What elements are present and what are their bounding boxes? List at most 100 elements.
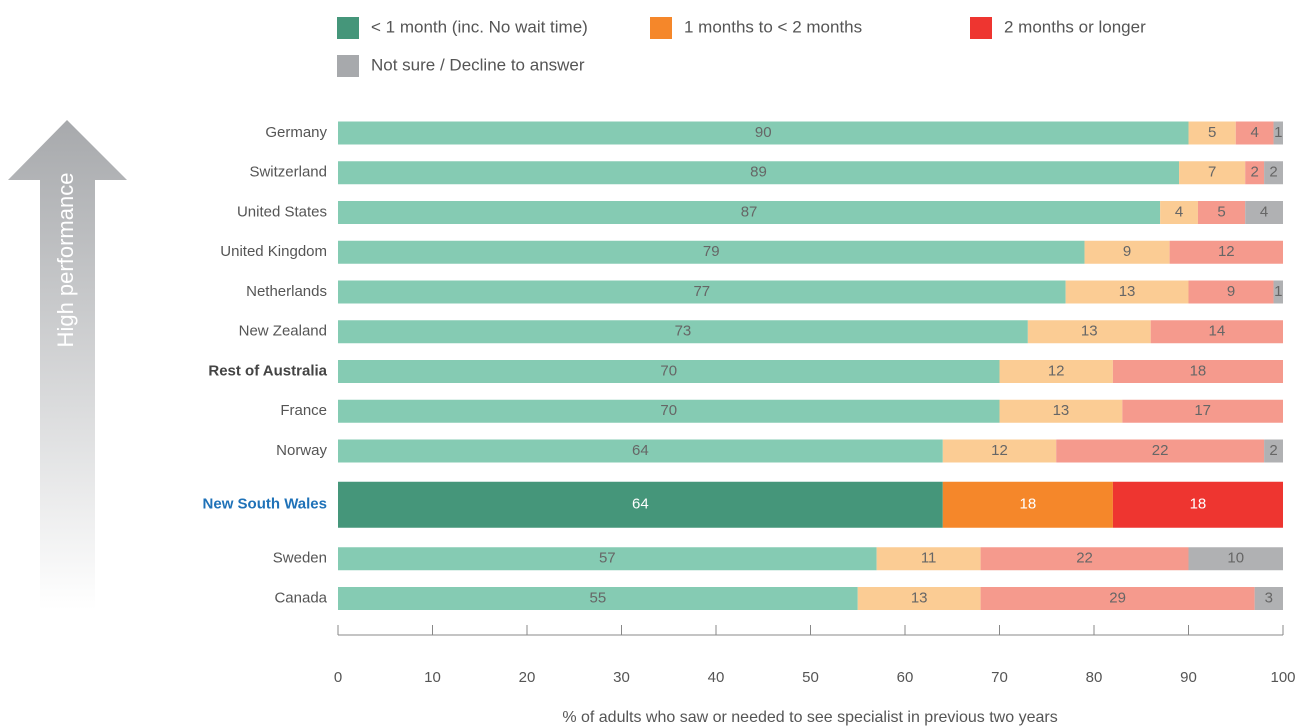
value-label: 7 [1208, 164, 1216, 181]
bar-segment [1188, 280, 1274, 304]
value-label: 18 [1190, 496, 1207, 513]
bar-segment [980, 587, 1255, 610]
value-label: 57 [599, 550, 616, 567]
bar-segment [338, 439, 943, 463]
category-label: France [280, 402, 327, 419]
x-tick-label: 70 [991, 669, 1008, 686]
value-label: 18 [1190, 362, 1207, 379]
value-label: 64 [632, 442, 649, 459]
legend-label: < 1 month (inc. No wait time) [371, 17, 588, 36]
value-label: 2 [1250, 164, 1258, 181]
bar-segment [1027, 320, 1151, 344]
value-label: 9 [1227, 283, 1235, 300]
x-tick-label: 60 [897, 669, 914, 686]
value-label: 13 [1119, 283, 1136, 300]
bar-segment [1245, 161, 1265, 185]
value-label: 14 [1209, 323, 1226, 340]
value-label: 22 [1076, 550, 1093, 567]
bar-segment [1122, 399, 1283, 423]
x-tick-label: 80 [1086, 669, 1103, 686]
bar-segment [1188, 547, 1283, 571]
value-label: 70 [660, 402, 677, 419]
value-label: 2 [1269, 442, 1277, 459]
category-label: New South Wales [203, 496, 327, 513]
bar-segment [338, 587, 858, 610]
category-label: United Kingdom [220, 243, 327, 260]
bar-segment [999, 399, 1123, 423]
bar-segment [1188, 121, 1236, 145]
value-label: 17 [1194, 402, 1211, 419]
category-label: New Zealand [239, 323, 327, 340]
legend-label: Not sure / Decline to answer [371, 55, 585, 74]
bar-segment [1264, 161, 1283, 185]
value-label: 77 [693, 283, 710, 300]
value-label: 12 [1218, 243, 1235, 260]
value-label: 73 [675, 323, 692, 340]
value-label: 11 [921, 550, 937, 567]
x-tick-label: 90 [1180, 669, 1197, 686]
value-label: 5 [1208, 124, 1216, 141]
value-label: 5 [1217, 203, 1225, 220]
category-label: Sweden [273, 550, 327, 567]
value-label: 9 [1123, 243, 1131, 260]
bar-segment [1197, 201, 1246, 224]
bar-segment [1056, 439, 1265, 463]
value-label: 1 [1274, 283, 1282, 300]
bar-segment [338, 547, 877, 571]
value-label: 4 [1260, 203, 1268, 220]
x-axis-label: % of adults who saw or needed to see spe… [562, 709, 1057, 726]
x-tick-label: 40 [708, 669, 725, 686]
bar-segment [338, 280, 1066, 304]
legend-swatch [337, 17, 359, 39]
bar-segment [1245, 201, 1283, 224]
value-label: 4 [1250, 124, 1258, 141]
bar-segment [1160, 201, 1198, 224]
x-tick-label: 100 [1270, 669, 1295, 686]
value-label: 70 [660, 362, 677, 379]
value-label: 29 [1109, 589, 1126, 606]
bar-segment [942, 439, 1057, 463]
legend-swatch [650, 17, 672, 39]
bar-segment [338, 201, 1161, 224]
bar-segment [1112, 360, 1283, 383]
bar-segment [338, 240, 1085, 264]
x-tick-label: 0 [334, 669, 342, 686]
bar-segment [338, 399, 1000, 423]
value-label: 13 [911, 589, 928, 606]
bar-segment [1179, 161, 1246, 185]
value-label: 18 [1020, 496, 1037, 513]
value-label: 89 [750, 164, 767, 181]
category-label: United States [237, 203, 327, 220]
value-label: 12 [1048, 362, 1065, 379]
value-label: 90 [755, 124, 772, 141]
bar-segment [1065, 280, 1189, 304]
category-label: Germany [265, 124, 327, 141]
legend-label: 1 months to < 2 months [684, 17, 862, 36]
value-label: 4 [1175, 203, 1183, 220]
value-label: 10 [1227, 550, 1244, 567]
value-label: 2 [1269, 164, 1277, 181]
value-label: 12 [991, 442, 1008, 459]
bar-segment [1235, 121, 1274, 145]
value-label: 13 [1081, 323, 1098, 340]
performance-arrow [8, 120, 127, 610]
bar-segment [1150, 320, 1283, 344]
value-label: 1 [1274, 124, 1282, 141]
bar-segment [338, 320, 1028, 344]
bar-segment [338, 360, 1000, 383]
bar-segment [942, 481, 1113, 528]
legend-swatch [970, 17, 992, 39]
bar-segment [338, 161, 1180, 185]
bar-segment [999, 360, 1113, 383]
bar-segment [1273, 121, 1283, 145]
value-label: 55 [590, 589, 607, 606]
bar-segment [1169, 240, 1283, 264]
value-label: 87 [741, 203, 758, 220]
bar-segment [338, 121, 1189, 145]
category-label: Netherlands [246, 283, 327, 300]
value-label: 64 [632, 496, 649, 513]
category-label: Norway [276, 442, 327, 459]
legend-swatch [337, 55, 359, 77]
value-label: 13 [1053, 402, 1070, 419]
